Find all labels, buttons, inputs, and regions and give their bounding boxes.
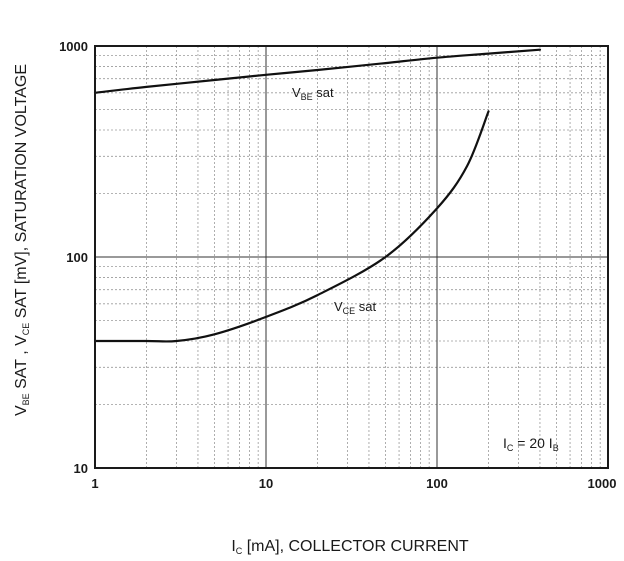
x-tick-label: 10 bbox=[259, 476, 273, 491]
series-line-vce-sat bbox=[93, 110, 490, 343]
series-line-vbe-sat bbox=[93, 48, 542, 94]
x-tick-labels: 1 10 100 1000 bbox=[91, 476, 616, 491]
y-tick-labels: 10 100 1000 bbox=[59, 39, 88, 476]
condition-annotation: IC = 20 IB bbox=[503, 435, 559, 453]
plot-frame bbox=[94, 45, 609, 469]
series-layer bbox=[93, 48, 542, 343]
series-label-vbe-sat: VBE sat bbox=[292, 85, 334, 102]
x-tick-label: 1 bbox=[91, 476, 98, 491]
y-axis-title: VBE SAT , VCE SAT [mV], SATURATION VOLTA… bbox=[13, 64, 31, 416]
series-label-vce-sat: VCE sat bbox=[334, 299, 377, 316]
x-tick-label: 100 bbox=[426, 476, 448, 491]
x-tick-label: 1000 bbox=[588, 476, 617, 491]
x-axis-title: IC [mA], COLLECTOR CURRENT bbox=[231, 538, 469, 556]
y-tick-label: 1000 bbox=[59, 39, 88, 54]
y-tick-label: 10 bbox=[74, 461, 88, 476]
y-tick-label: 100 bbox=[66, 250, 88, 265]
grid-major bbox=[95, 46, 608, 468]
